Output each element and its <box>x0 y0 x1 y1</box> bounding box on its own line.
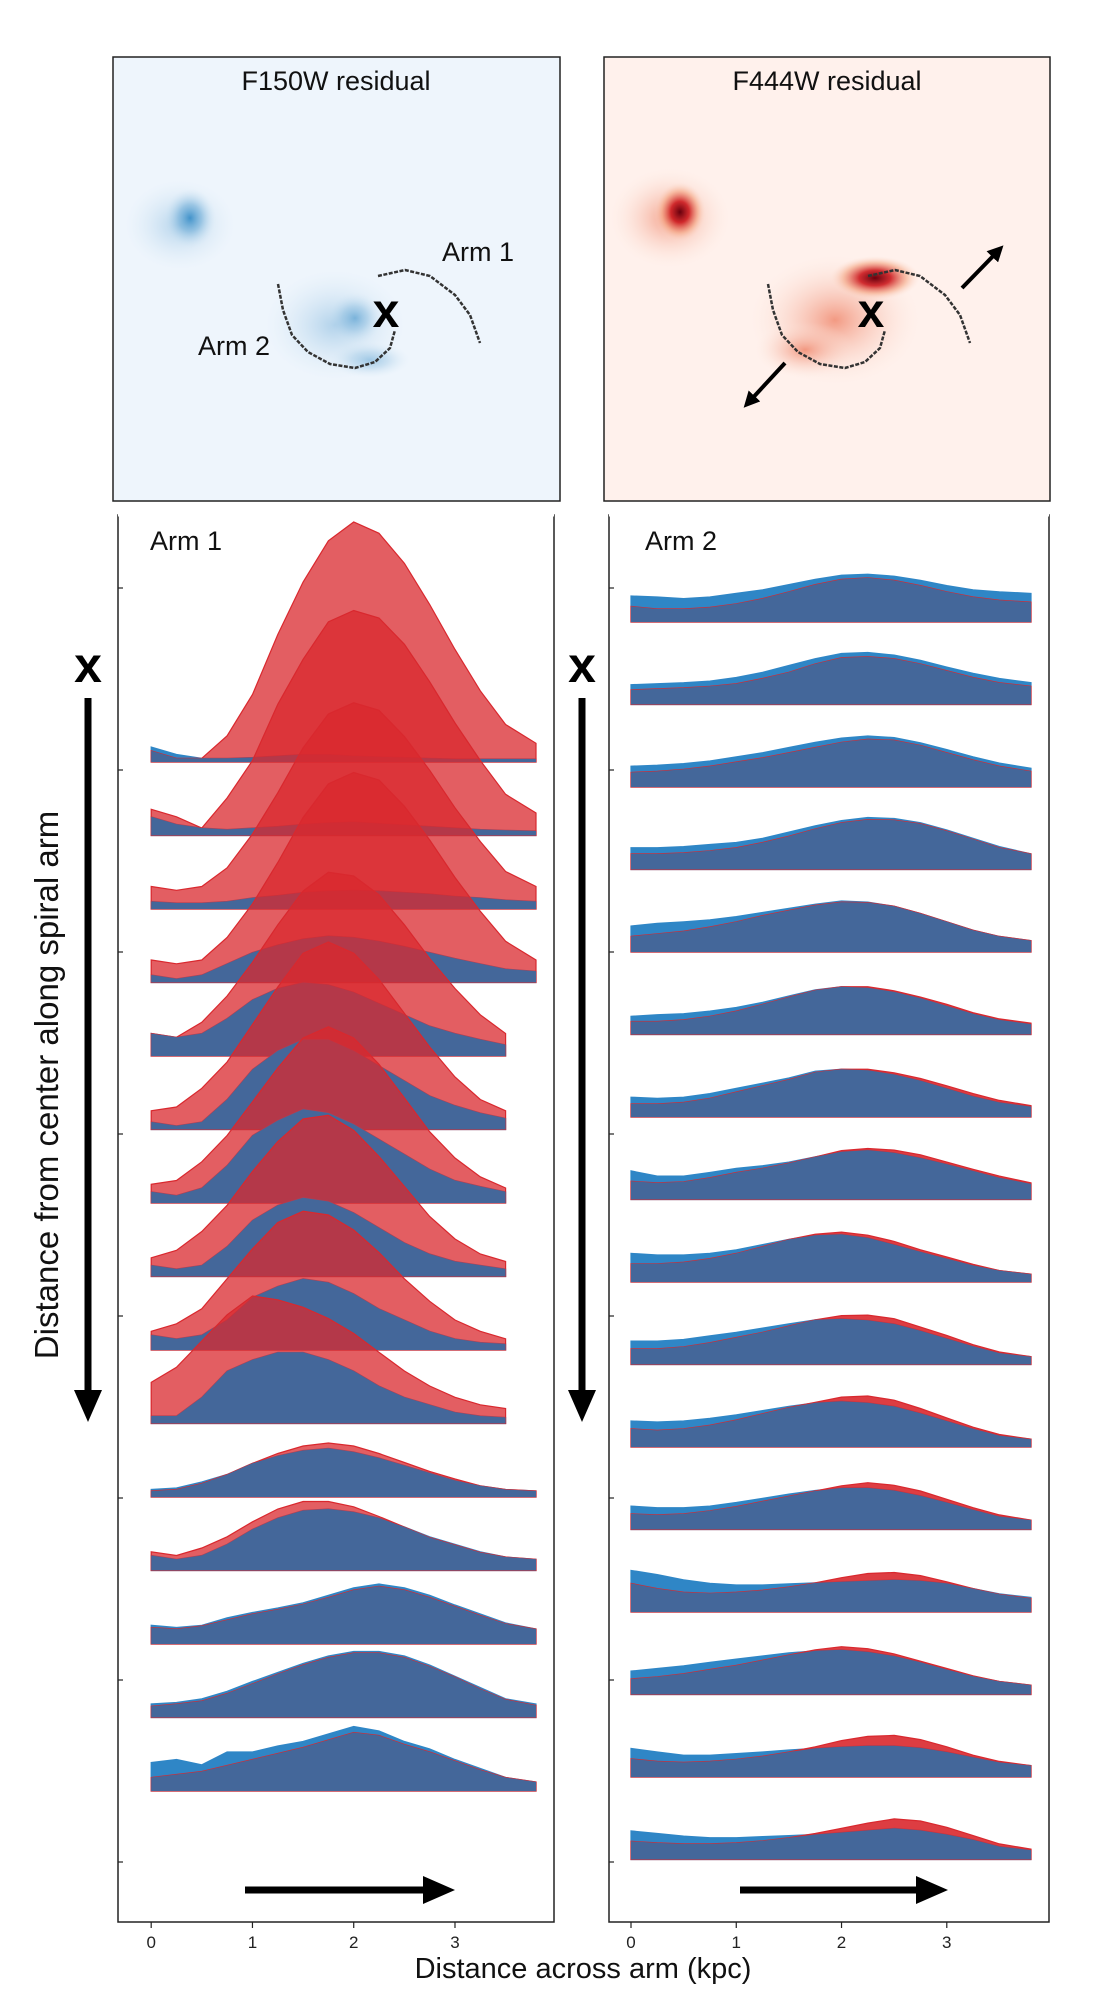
overlap-profile <box>631 1828 1031 1860</box>
y-ticks-arm1 <box>118 587 123 1863</box>
x-axis-label: Distance across arm (kpc) <box>415 1953 752 1985</box>
center-marker-arm1: x <box>74 637 102 693</box>
center-marker-arm2: x <box>568 637 596 693</box>
ridge-row <box>630 1068 1032 1118</box>
ridge-row <box>630 1395 1032 1448</box>
ridge-row <box>630 1314 1032 1366</box>
ridge-row <box>630 1147 1032 1201</box>
overlap-profile <box>631 1649 1031 1695</box>
arrow-out-lower <box>743 361 787 408</box>
x-tick-label: 0 <box>626 1933 635 1952</box>
ridge-row <box>630 573 1032 623</box>
f444w-panel: F444W residual x <box>603 56 1051 502</box>
overlap-profile <box>631 1150 1031 1200</box>
ridge-row <box>630 1482 1032 1531</box>
ridge-row <box>150 1295 507 1425</box>
y-ticks-arm2 <box>609 587 614 1863</box>
arm2-trace-f444w <box>766 283 887 370</box>
arm2-trace <box>276 283 397 370</box>
ridge-plot-arm1 <box>150 521 537 1792</box>
arm1-trace <box>377 268 482 344</box>
x-tick-label: 1 <box>732 1933 741 1952</box>
overlap-profile <box>631 1318 1031 1365</box>
overlap-profile <box>631 819 1031 870</box>
f150w-title: F150W residual <box>241 66 430 96</box>
arm2-label-top: Arm 2 <box>198 331 270 361</box>
arm2-panel-label: Arm 2 <box>645 526 717 556</box>
ridge-row <box>630 1734 1032 1778</box>
arrow-out-upper <box>960 245 1004 290</box>
y-axis-label: Distance from center along spiral arm <box>28 811 65 1359</box>
overlap-profile <box>631 986 1031 1035</box>
overlap-profile <box>151 1732 536 1791</box>
overlap-profile <box>631 1069 1031 1117</box>
x-tick-label: 2 <box>349 1933 358 1952</box>
ridge-plot-arm2 <box>630 573 1032 1861</box>
ridge-row <box>630 1569 1032 1613</box>
overlap-profile <box>151 1586 536 1644</box>
x-ticks-arm2: 0 1 2 3 <box>626 1922 952 1952</box>
overlap-profile <box>151 1509 536 1571</box>
center-marker-f444w: x <box>858 285 885 338</box>
f444w-title: F444W residual <box>732 66 921 96</box>
ridge-row <box>630 986 1032 1036</box>
x-ticks-arm1: 0 1 2 3 <box>146 1922 460 1952</box>
ridge-row <box>630 1231 1032 1283</box>
x-tick-label: 3 <box>450 1933 459 1952</box>
overlap-profile <box>631 1745 1031 1777</box>
arrow-across-arm2 <box>740 1876 948 1904</box>
arm2-frame <box>608 514 1050 1923</box>
arrow-along-arm1 <box>74 698 102 1422</box>
x-tick-label: 2 <box>837 1933 846 1952</box>
overlap-profile <box>151 1653 536 1718</box>
ridge-row <box>630 735 1032 788</box>
ridge-row <box>150 1442 537 1498</box>
x-tick-label: 3 <box>942 1933 951 1952</box>
center-marker-f150w: x <box>373 285 400 338</box>
overlap-profile <box>631 656 1031 705</box>
ridge-row <box>630 1646 1032 1696</box>
overlap-profile <box>151 1352 506 1424</box>
ridge-row <box>150 1650 537 1719</box>
overlap-profile <box>631 1487 1031 1530</box>
arrow-along-arm2 <box>568 698 596 1422</box>
ridge-row <box>630 1818 1032 1861</box>
overlap-profile <box>631 902 1031 952</box>
overlap-profile <box>631 577 1031 622</box>
x-tick-label: 0 <box>146 1933 155 1952</box>
arm1-label-top: Arm 1 <box>442 237 514 267</box>
overlap-profile <box>631 1579 1031 1612</box>
overlap-profile <box>631 1401 1031 1447</box>
ridge-row <box>150 1725 537 1792</box>
ridge-row <box>150 1500 537 1572</box>
arm1-panel-label: Arm 1 <box>150 526 222 556</box>
arrow-across-arm1 <box>245 1876 455 1904</box>
x-tick-label: 1 <box>248 1933 257 1952</box>
f150w-panel: F150W residual Arm 1 Arm 2 x <box>112 56 561 502</box>
overlap-profile <box>151 1448 536 1497</box>
overlap-profile <box>631 1234 1031 1282</box>
ridge-row <box>630 651 1032 706</box>
ridge-row <box>630 900 1032 953</box>
overlap-profile <box>631 739 1031 787</box>
ridge-row <box>630 816 1032 871</box>
ridge-row <box>150 1583 537 1645</box>
arm1-trace-f444w <box>867 268 972 344</box>
